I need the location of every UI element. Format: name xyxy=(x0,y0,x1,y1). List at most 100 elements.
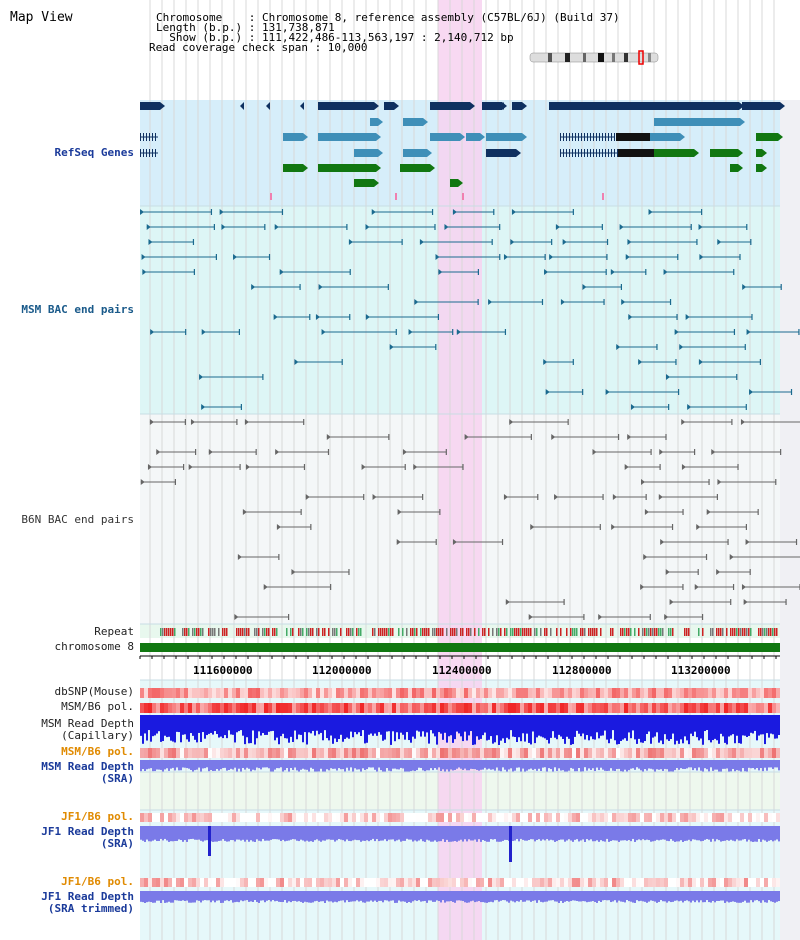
msm-capillary-depth-bar xyxy=(626,715,628,741)
msm-sra-depth-bar xyxy=(754,760,756,770)
track-label-b6n-bac[interactable]: B6N BAC end pairs xyxy=(21,513,134,526)
repeat-element xyxy=(352,628,354,636)
dbsnp-heat-cell xyxy=(380,688,384,698)
msm-sra-depth-bar xyxy=(160,760,162,770)
track-label-msm-bac[interactable]: MSM BAC end pairs xyxy=(21,303,134,316)
jf1-b6-pol-heat-cell xyxy=(652,813,656,822)
jf1-b6-pol-heat-cell xyxy=(288,813,292,822)
repeat-element xyxy=(670,628,672,636)
msm-capillary-depth-bar xyxy=(160,715,162,742)
dbsnp-heat-cell xyxy=(736,688,740,698)
msm-capillary-depth-bar xyxy=(434,715,436,737)
jf1-b6-pol-heat-cell xyxy=(416,813,420,822)
repeat-element xyxy=(758,628,760,636)
jf1-trim-depth-bar xyxy=(770,891,772,902)
msm-sra-depth-bar xyxy=(592,760,594,769)
msm-capillary-depth-bar xyxy=(548,715,550,744)
msm-b6-pol-heat-cell xyxy=(772,703,776,713)
msm-b6-pol-heat-cell xyxy=(576,748,580,758)
msm-capillary-depth-bar xyxy=(158,715,160,732)
jf1-depth-bar xyxy=(520,826,522,839)
jf1-depth-bar xyxy=(448,826,450,842)
msm-capillary-depth-bar xyxy=(482,715,484,736)
msm-sra-depth-bar xyxy=(168,760,170,771)
msm-bac-pair-end xyxy=(666,374,671,380)
jf1-b6-pol-heat-cell xyxy=(720,813,724,822)
msm-b6-pol-heat-cell xyxy=(224,703,228,713)
msm-b6-pol-heat-cell xyxy=(464,703,468,713)
msm-capillary-depth-bar xyxy=(648,715,650,732)
jf1-depth-bar xyxy=(672,826,674,841)
msm-capillary-depth-bar xyxy=(140,715,142,736)
jf1-depth-bar xyxy=(322,826,324,841)
track-label-msm-b6-pol: MSM/B6 pol. xyxy=(61,700,134,713)
msm-sra-depth-bar xyxy=(322,760,324,772)
msm-capillary-depth-bar xyxy=(494,715,496,743)
jf1-depth-bar xyxy=(570,826,572,841)
msm-capillary-depth-bar xyxy=(280,715,282,737)
jf1-b6-pol-heat-cell xyxy=(212,813,216,822)
jf1-trim-depth-bar xyxy=(160,891,162,903)
gene-model xyxy=(654,118,740,126)
repeat-element xyxy=(572,628,574,636)
msm-sra-depth-bar xyxy=(430,760,432,769)
msm-b6-pol-heat-cell xyxy=(740,703,744,713)
jf1-trim-depth-bar xyxy=(698,891,700,903)
msm-sra-depth-bar xyxy=(748,760,750,768)
msm-sra-depth-bar xyxy=(392,760,394,769)
msm-b6-pol-heat-cell xyxy=(524,703,528,713)
repeat-element xyxy=(262,628,264,636)
jf1-depth-bar xyxy=(338,826,340,840)
jf1-depth-bar xyxy=(384,826,386,840)
jf1-depth-bar xyxy=(236,826,238,840)
msm-capillary-depth-bar xyxy=(734,715,736,744)
b6n-bac-pair-end xyxy=(149,419,154,425)
gene-strand-arrow xyxy=(378,118,383,126)
dbsnp-heat-cell xyxy=(368,688,372,698)
msm-capillary-depth-bar xyxy=(348,715,350,739)
msm-sra-depth-bar xyxy=(296,760,298,771)
msm-capillary-depth-bar xyxy=(394,715,396,742)
msm-sra-depth-bar xyxy=(360,760,362,772)
jf1-depth-bar xyxy=(482,826,484,841)
repeat-element xyxy=(446,628,448,636)
msm-sra-depth-bar xyxy=(460,760,462,769)
gene-model xyxy=(616,133,650,141)
jf1-depth-bar xyxy=(172,826,174,842)
jf1-trim-depth-bar xyxy=(368,891,370,902)
jf1-b6-pol-heat-cell xyxy=(760,878,764,887)
jf1-trim-depth-bar xyxy=(578,891,580,902)
jf1-b6-pol-heat-cell xyxy=(608,878,612,887)
b6n-bac-pair-end xyxy=(242,509,247,515)
jf1-depth-bar xyxy=(504,826,506,840)
msm-b6-pol-heat-cell xyxy=(244,748,248,758)
jf1-trim-depth-bar xyxy=(390,891,392,901)
jf1-b6-pol-heat-cell xyxy=(200,813,204,822)
jf1-trim-depth-bar xyxy=(766,891,768,903)
msm-b6-pol-heat-cell xyxy=(252,748,256,758)
jf1-trim-depth-bar xyxy=(710,891,712,903)
msm-sra-depth-bar xyxy=(428,760,430,771)
repeat-element xyxy=(372,628,374,636)
jf1-b6-pol-heat-cell xyxy=(244,813,248,822)
jf1-trim-depth-bar xyxy=(216,891,218,901)
jf1-depth-bar xyxy=(468,826,470,840)
jf1-trim-depth-bar xyxy=(378,891,380,901)
jf1-b6-pol-heat-cell xyxy=(716,878,720,887)
jf1-b6-pol-heat-cell xyxy=(616,813,620,822)
gene-exon xyxy=(155,133,156,141)
msm-bac-pair-end xyxy=(717,239,722,245)
track-label-msm-depth-capillary: MSM Read Depth xyxy=(41,717,134,730)
jf1-depth-bar xyxy=(708,826,710,840)
msm-capillary-depth-bar xyxy=(278,715,280,745)
msm-b6-pol-heat-cell xyxy=(528,748,532,758)
gene-exon xyxy=(152,149,153,157)
track-label-refseq[interactable]: RefSeq Genes xyxy=(54,146,134,159)
jf1-trim-depth-bar xyxy=(248,891,250,902)
msm-capillary-depth-bar xyxy=(292,715,294,742)
msm-b6-pol-heat-cell xyxy=(520,703,524,713)
msm-b6-pol-heat-cell xyxy=(172,703,176,713)
jf1-b6-pol-heat-cell xyxy=(156,878,160,887)
msm-b6-pol-heat-cell xyxy=(472,703,476,713)
